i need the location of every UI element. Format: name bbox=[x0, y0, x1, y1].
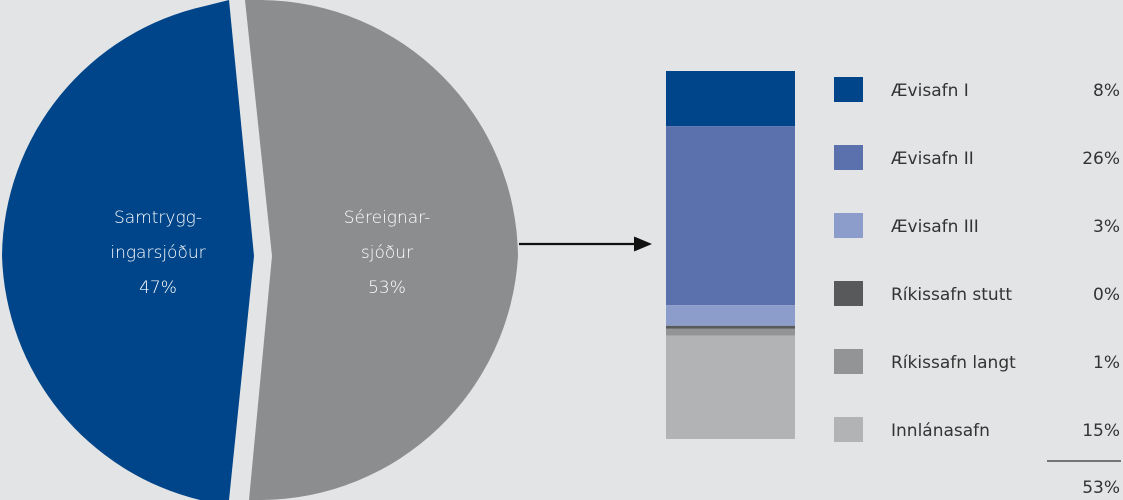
legend-swatch-rikissafn-langt bbox=[834, 349, 863, 374]
pie-label-sereignarsjodur-line-2: sjóður bbox=[361, 243, 413, 263]
legend-swatch-aevisafn-iii bbox=[834, 213, 863, 238]
connector-arrow bbox=[519, 236, 652, 252]
bar-segment-innlanasafn bbox=[666, 335, 795, 439]
bar-segment-aevisafn-iii bbox=[666, 305, 795, 326]
legend-label-aevisafn-iii: Ævisafn III bbox=[891, 217, 979, 237]
arrow-head bbox=[634, 236, 652, 252]
pie-value-sereignarsjodur: 53% bbox=[368, 278, 406, 298]
stacked-bar bbox=[666, 71, 795, 439]
pie-chart: Samtrygg-ingarsjóður 47% Séreignar-sjóður 5… bbox=[2, 0, 518, 500]
pie-value-samtryggingarsjodur: 47% bbox=[139, 278, 177, 298]
legend-label-rikissafn-langt: Ríkissafn langt bbox=[891, 353, 1016, 373]
bar-segment-aevisafn-ii bbox=[666, 126, 795, 306]
bar-segment-aevisafn-i bbox=[666, 71, 795, 127]
legend-value-aevisafn-iii: 3% bbox=[1093, 217, 1120, 237]
legend: Ævisafn I 8% Ævisafn II 26% Ævisafn III 3% Rík… bbox=[834, 77, 1121, 498]
legend-label-aevisafn-ii: Ævisafn II bbox=[891, 149, 974, 169]
legend-value-aevisafn-ii: 26% bbox=[1082, 149, 1120, 169]
legend-swatch-aevisafn-ii bbox=[834, 145, 863, 170]
legend-swatch-innlanasafn bbox=[834, 417, 863, 442]
pie-slice-sereignarsjodur bbox=[245, 0, 518, 500]
legend-label-rikissafn-stutt: Ríkissafn stutt bbox=[891, 285, 1012, 305]
pie-label-samtryggingarsjodur-line-2: ingarsjóður bbox=[110, 243, 205, 263]
legend-value-innlanasafn: 15% bbox=[1082, 421, 1120, 441]
legend-label-aevisafn-i: Ævisafn I bbox=[891, 81, 969, 101]
bar-segment-rikissafn-langt bbox=[666, 328, 795, 336]
pie-slice-samtryggingarsjodur bbox=[2, 0, 254, 500]
legend-value-aevisafn-i: 8% bbox=[1093, 81, 1120, 101]
pie-label-samtryggingarsjodur-line-1: Samtrygg- bbox=[114, 208, 202, 228]
legend-swatch-rikissafn-stutt bbox=[834, 281, 863, 306]
legend-swatch-aevisafn-i bbox=[834, 77, 863, 102]
legend-value-rikissafn-langt: 1% bbox=[1093, 353, 1120, 373]
legend-label-innlanasafn: Innlánasafn bbox=[891, 421, 990, 441]
legend-value-rikissafn-stutt: 0% bbox=[1093, 285, 1120, 305]
pie-label-sereignarsjodur-line-1: Séreignar- bbox=[344, 208, 430, 228]
legend-total-value: 53% bbox=[1082, 478, 1120, 498]
bar-segment-rikissafn-stutt bbox=[666, 325, 795, 329]
